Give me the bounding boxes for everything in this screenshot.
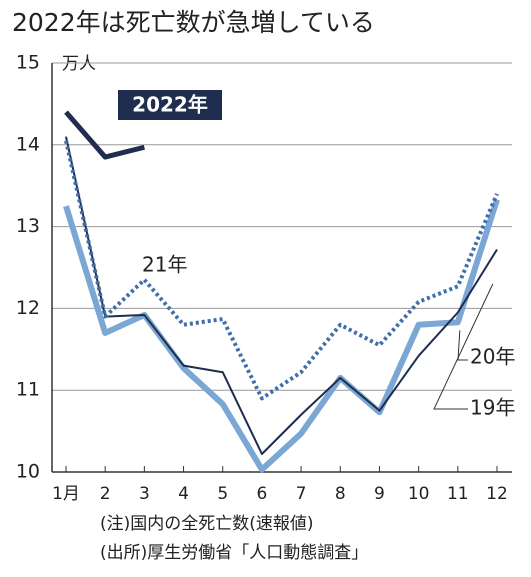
y-tick-label: 15 (16, 52, 40, 74)
x-tick-label: 3 (139, 484, 150, 504)
x-tick-label: 11 (447, 484, 469, 504)
leader (457, 330, 468, 361)
x-tick-label: 12 (486, 484, 508, 504)
y-unit: 万人 (62, 54, 96, 74)
series-label: 19年 (470, 396, 515, 420)
x-tick-label: 10 (408, 484, 430, 504)
x-tick-label: 5 (217, 484, 228, 504)
note: (出所)厚生労働省「人口動態調査」 (100, 543, 368, 563)
leader (433, 283, 494, 410)
series-label: 20年 (470, 345, 515, 369)
y-tick-label: 10 (16, 461, 40, 483)
y-tick-label: 13 (16, 215, 40, 237)
x-tick-label: 7 (296, 484, 307, 504)
series-line (64, 140, 499, 401)
label-box (118, 90, 222, 120)
x-tick-label: 1月 (52, 484, 80, 504)
x-tick-label: 6 (256, 484, 267, 504)
chart-title: 2022年は死亡数が急増している (12, 8, 375, 37)
series-line (64, 110, 145, 160)
series-label: 21年 (142, 253, 187, 277)
x-tick-label: 8 (335, 484, 346, 504)
x-tick-label: 4 (178, 484, 189, 504)
series-label: 2022年 (132, 93, 208, 117)
series-line (65, 136, 498, 456)
y-tick-label: 12 (16, 297, 40, 319)
x-tick-label: 2 (100, 484, 111, 504)
x-tick-label: 9 (374, 484, 385, 504)
legend-2022: 2022年 (118, 90, 222, 120)
y-tick-label: 11 (16, 379, 40, 401)
y-tick-label: 14 (16, 133, 40, 155)
note: (注)国内の全死亡数(速報値) (100, 514, 314, 534)
series-line (63, 198, 500, 473)
